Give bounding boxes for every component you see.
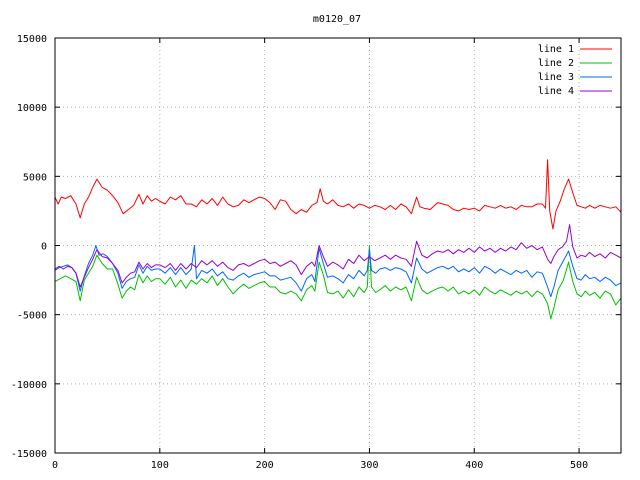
grid-lines — [55, 38, 621, 453]
plot-frame — [54, 37, 622, 454]
x-tick-label: 300 — [360, 460, 378, 471]
y-tick-label: 15000 — [17, 34, 47, 45]
legend-label: line 4 — [538, 86, 574, 97]
series-lines — [54, 159, 622, 320]
series-line-2 — [54, 245, 622, 320]
x-tick-label: 100 — [151, 460, 169, 471]
axes: 0 100 200 300 400 500 -15000 -10000 -5000 0 5000 10… — [11, 34, 621, 471]
x-tick-label: 500 — [570, 460, 588, 471]
series-line-4 — [54, 224, 622, 288]
legend-label: line 3 — [538, 72, 574, 83]
series-line-3 — [54, 245, 622, 298]
legend-label: line 2 — [538, 58, 574, 69]
y-tick-label: -5000 — [17, 311, 47, 322]
x-tick-label: 0 — [52, 460, 58, 471]
x-tick-label: 200 — [256, 460, 274, 471]
y-tick-label: -10000 — [11, 380, 47, 391]
y-tick-label: 0 — [41, 242, 47, 253]
y-tick-label: 5000 — [23, 172, 47, 183]
y-tick-label: -15000 — [11, 449, 47, 460]
x-tick-label: 400 — [465, 460, 483, 471]
series-line-1 — [54, 159, 622, 230]
legend: line 1 line 2 line 3 line 4 — [538, 44, 612, 97]
chart-title: m0120_07 — [313, 14, 361, 25]
legend-label: line 1 — [538, 44, 574, 55]
y-tick-label: 10000 — [17, 103, 47, 114]
